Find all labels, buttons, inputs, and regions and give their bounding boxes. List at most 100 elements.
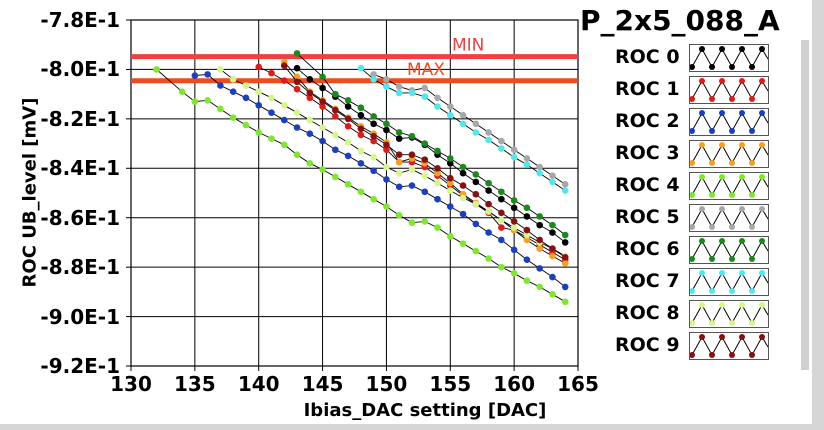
data-point-roc-5 [510, 146, 518, 154]
data-point-roc-2 [408, 182, 416, 189]
data-point-roc-9 [510, 218, 518, 225]
data-point-roc-4 [357, 188, 365, 196]
data-point-roc-8 [229, 76, 237, 83]
legend-swatch-plot [689, 206, 769, 230]
legend-swatch-plot [689, 46, 769, 70]
data-point-roc-5 [498, 137, 505, 145]
legend-label: ROC 0 [615, 46, 680, 68]
legend-swatch-marker [709, 224, 715, 230]
data-point-roc-7 [434, 103, 441, 110]
legend-swatch-marker [709, 352, 715, 358]
data-point-roc-7 [472, 129, 480, 136]
data-point-roc-8 [383, 163, 390, 171]
legend-label: ROC 9 [615, 334, 680, 356]
data-point-roc-4 [421, 218, 429, 225]
legend-swatch-line [691, 143, 769, 165]
data-point-roc-2 [472, 220, 480, 228]
legend-swatch-marker [709, 128, 715, 134]
data-point-roc-4 [280, 141, 288, 149]
legend-swatch-line [691, 47, 769, 69]
data-point-roc-7 [383, 83, 390, 91]
legend-swatch-marker [709, 160, 715, 166]
legend-label: ROC 6 [615, 238, 680, 260]
data-point-roc-7 [485, 136, 492, 144]
legend-item: ROC 2 [601, 108, 801, 136]
legend: ROC 0 ROC 1 ROC 2 ROC 3 ROC 4 ROC 5 ROC 6 ROC 7… [601, 40, 809, 370]
data-point-roc-6 [485, 179, 492, 187]
data-point-roc-6 [319, 73, 326, 81]
data-point-roc-4 [255, 129, 263, 136]
data-point-roc-4 [472, 247, 480, 255]
data-point-roc-1 [268, 69, 275, 77]
legend-swatch-marker [739, 78, 745, 84]
data-point-roc-2 [344, 152, 352, 160]
legend-item: ROC 3 [601, 140, 801, 168]
legend-swatch-marker [699, 206, 705, 212]
data-point-roc-2 [510, 246, 518, 254]
legend-swatch-marker [729, 352, 735, 358]
x-tick-label: 155 [429, 372, 472, 396]
legend-swatch-marker [759, 238, 765, 244]
legend-swatch-marker [689, 128, 695, 134]
data-point-roc-5 [446, 103, 454, 110]
data-point-roc-7 [395, 89, 403, 97]
data-point-roc-6 [536, 213, 543, 220]
legend-swatch-marker [729, 192, 735, 198]
data-point-roc-2 [191, 72, 199, 79]
legend-swatch-line [691, 207, 769, 229]
legend-swatch-marker [699, 270, 705, 276]
legend-swatch-marker [739, 46, 745, 52]
data-point-roc-9 [319, 98, 326, 105]
legend-swatch-marker [739, 142, 745, 148]
data-point-roc-5 [383, 76, 390, 83]
data-point-roc-7 [561, 187, 569, 194]
data-point-roc-4 [306, 160, 314, 167]
legend-swatch-marker [739, 174, 745, 180]
legend-swatch-marker [749, 256, 755, 262]
data-point-roc-0 [357, 111, 365, 119]
legend-swatch-marker [689, 352, 695, 358]
legend-swatch-marker [689, 224, 695, 230]
legend-swatch-marker [729, 64, 735, 70]
legend-swatch [689, 268, 769, 296]
data-point-roc-9 [280, 62, 288, 70]
data-point-roc-6 [421, 140, 429, 147]
data-point-roc-4 [434, 224, 441, 231]
data-point-roc-8 [242, 82, 250, 89]
legend-swatch-line [691, 303, 769, 325]
x-axis-label: Ibias_DAC setting [DAC] [303, 400, 547, 421]
data-point-roc-3 [523, 236, 531, 244]
legend-swatch-marker [749, 160, 755, 166]
legend-item: ROC 5 [601, 204, 801, 232]
legend-swatch-marker [749, 64, 755, 70]
legend-swatch-marker [719, 78, 725, 84]
data-point-roc-1 [370, 137, 377, 145]
data-point-roc-2 [549, 273, 556, 281]
data-point-roc-7 [510, 153, 518, 161]
data-point-roc-4 [370, 195, 377, 203]
legend-swatch-plot [689, 110, 769, 134]
data-point-roc-6 [523, 204, 531, 212]
legend-swatch-plot [689, 334, 769, 358]
data-point-roc-0 [344, 103, 352, 110]
legend-swatch-plot [689, 238, 769, 262]
data-point-roc-5 [434, 94, 441, 102]
data-point-roc-2 [204, 71, 211, 78]
data-point-roc-0 [395, 135, 403, 142]
legend-swatch-marker [759, 174, 765, 180]
window-border-right [812, 0, 824, 430]
data-point-roc-2 [536, 265, 543, 272]
data-point-roc-6 [472, 171, 480, 178]
y-tick-label: -8.6E-1 [40, 205, 120, 230]
data-point-roc-7 [421, 93, 429, 100]
y-tick-label: -8.0E-1 [40, 57, 120, 82]
data-point-roc-4 [446, 232, 454, 240]
legend-swatch-marker [699, 174, 705, 180]
data-point-roc-8 [446, 187, 454, 194]
legend-swatch-plot [689, 270, 769, 294]
data-point-roc-9 [549, 245, 556, 252]
data-point-roc-5 [536, 163, 543, 171]
data-point-roc-8 [510, 224, 518, 231]
legend-swatch-marker [719, 270, 725, 276]
